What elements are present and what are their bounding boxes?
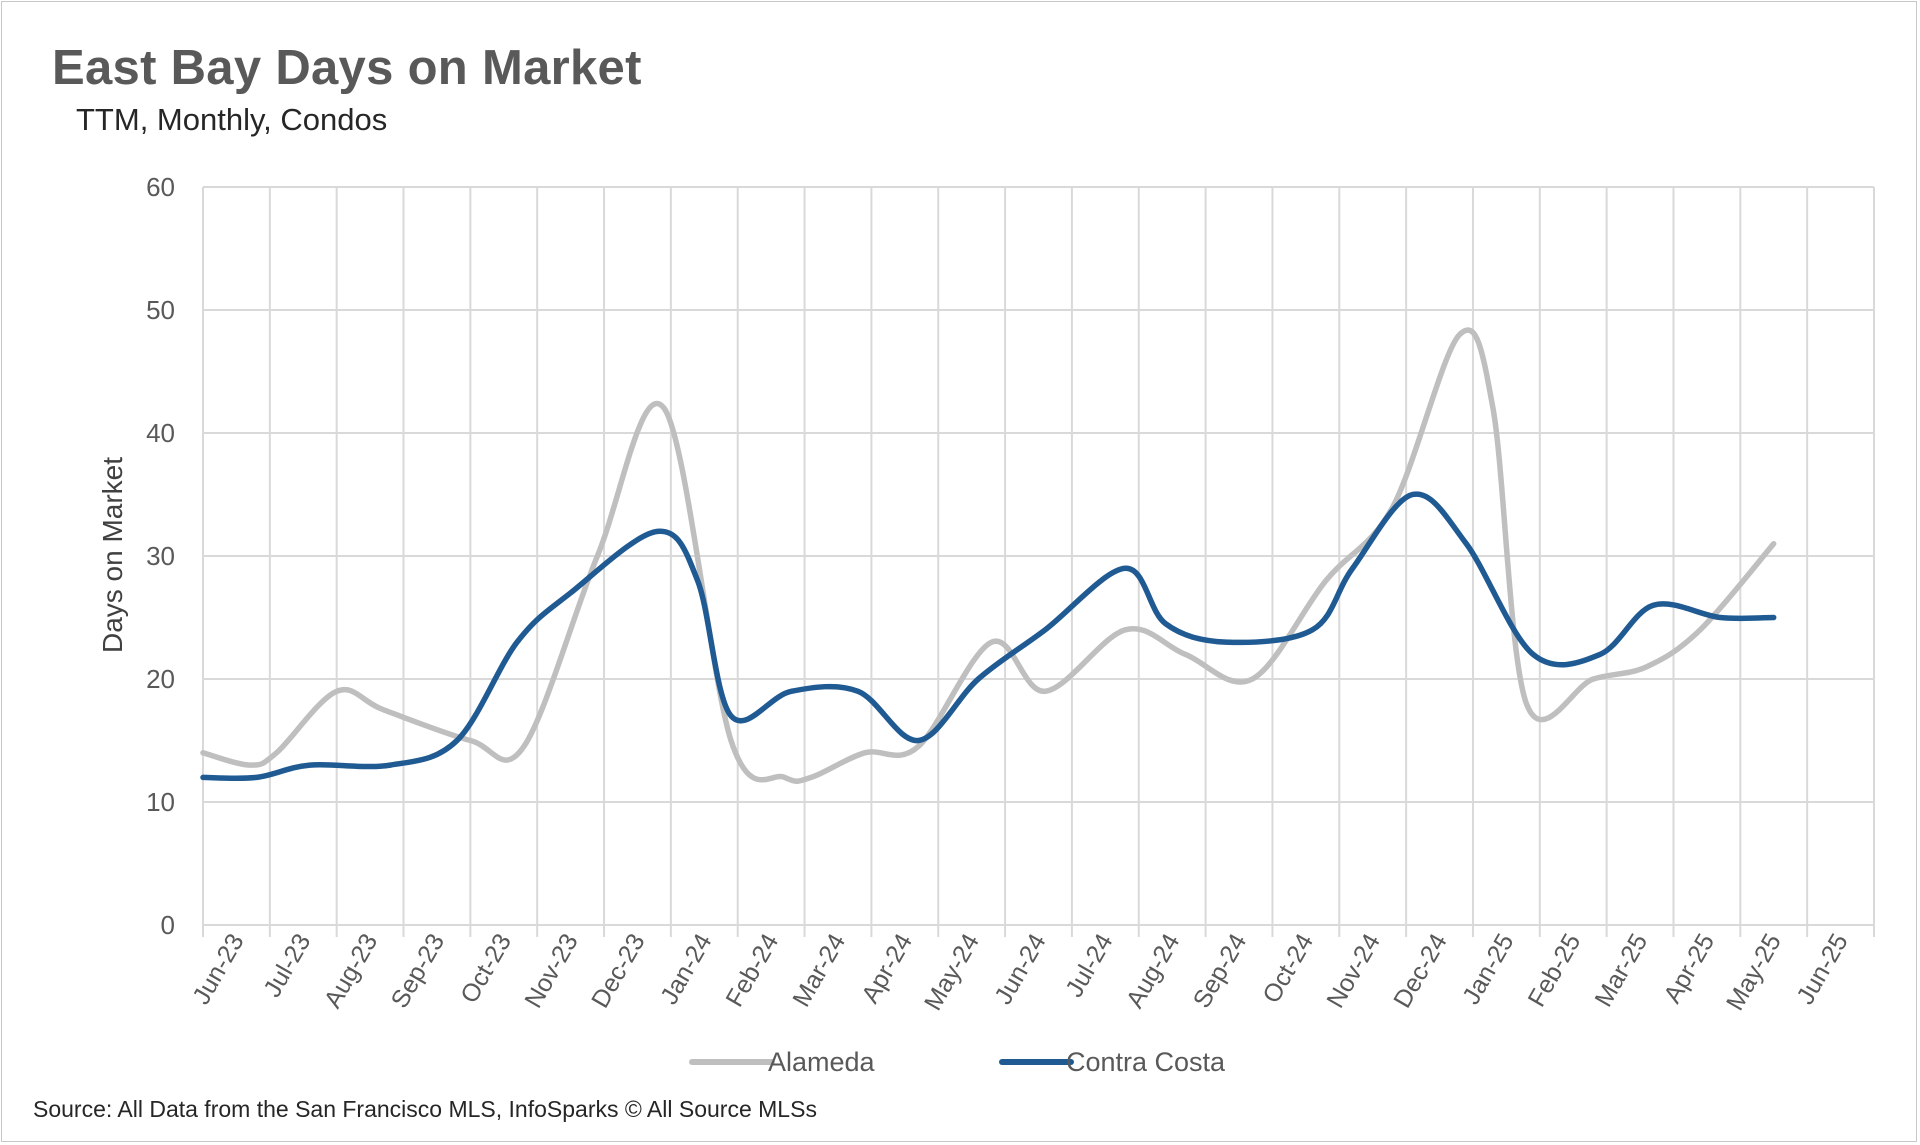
y-tick-label: 60 [146,172,175,202]
legend: Alameda Contra Costa [689,1047,1226,1077]
alameda-series-line [200,327,1777,784]
x-tick-label: Nov-24 [1321,929,1386,1013]
contra-costa-series-line [200,491,1777,782]
chart-subtitle: TTM, Monthly, Condos [76,102,388,137]
x-tick-label: Jan-25 [1457,929,1519,1009]
x-tick-label: Jun-25 [1791,929,1853,1009]
contra-costa-legend-label: Contra Costa [1066,1047,1226,1077]
x-tick-label: Jul-23 [258,929,316,1002]
x-tick-label: Mar-25 [1589,929,1653,1012]
y-tick-label: 50 [146,295,175,325]
y-tick-label: 0 [161,910,175,940]
x-tick-label: Aug-23 [319,929,384,1013]
x-tick-label: Nov-23 [519,929,584,1013]
x-axis-ticks: Jun-23 Jul-23 Aug-23 Sep-23 Oct-23 Nov-23 Dec-… [187,929,1854,1015]
y-axis-label: Days on Market [97,457,128,653]
x-tick-label: May-25 [1721,929,1787,1015]
x-tick-label: Mar-24 [787,929,851,1012]
x-tick-label: Apr-24 [856,929,918,1008]
y-tick-label: 10 [146,787,175,817]
x-tick-label: Feb-24 [720,929,784,1012]
x-tick-label: Sep-23 [386,929,451,1013]
x-tick-label: Jan-24 [655,929,718,1009]
gridlines [202,186,1875,937]
y-axis-ticks: 0 10 20 30 40 50 60 [146,172,175,940]
x-tick-label: Aug-24 [1121,929,1186,1013]
x-tick-label: Jul-24 [1060,929,1118,1002]
x-tick-label: Dec-23 [586,929,651,1013]
source-note: Source: All Data from the San Francisco … [33,1096,817,1122]
x-tick-label: Oct-24 [1257,929,1319,1008]
x-tick-label: Apr-25 [1658,929,1720,1008]
y-tick-label: 40 [146,418,175,448]
x-tick-label: Sep-24 [1188,929,1253,1013]
x-tick-label: Feb-25 [1523,929,1587,1012]
y-tick-label: 20 [146,664,175,694]
x-tick-label: Jun-23 [187,929,249,1009]
x-tick-label: May-24 [919,929,985,1015]
x-tick-label: Oct-23 [455,929,517,1008]
alameda-legend-label: Alameda [768,1047,876,1077]
y-tick-label: 30 [146,541,175,571]
chart-title: East Bay Days on Market [52,41,642,95]
series-lines [200,327,1777,784]
x-tick-label: Jun-24 [989,929,1052,1009]
x-tick-label: Dec-24 [1388,929,1453,1013]
